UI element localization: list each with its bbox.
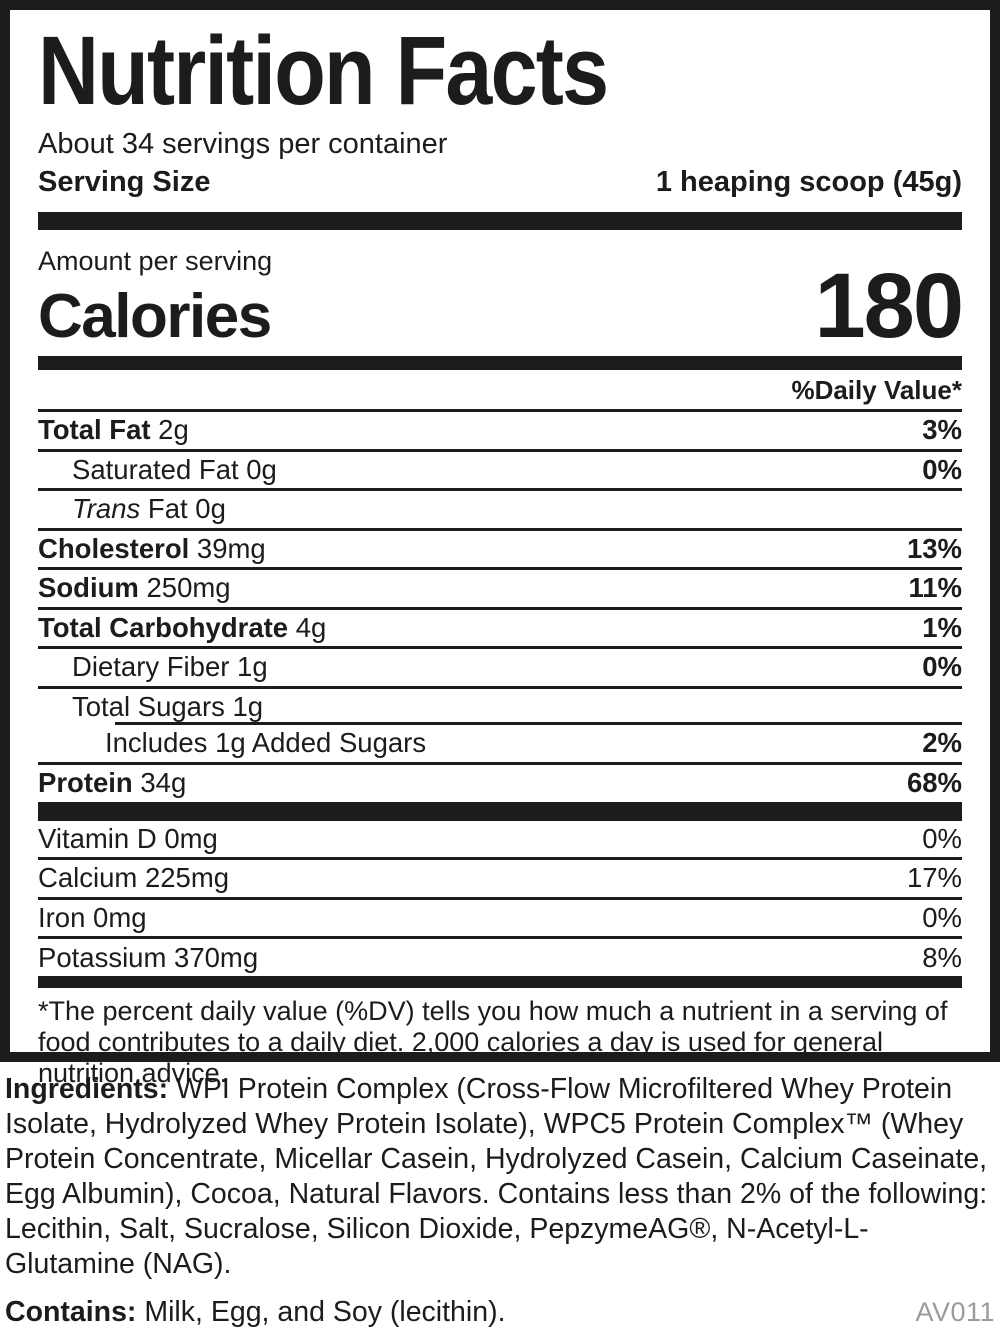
contains-row: Contains: Milk, Egg, and Soy (lecithin).… [0, 1295, 1000, 1330]
nutrient-amount: 2g [150, 414, 189, 446]
nutrient-daily-value: 17% [906, 862, 962, 894]
nutrient-amount: 0g [238, 453, 277, 485]
nutrition-facts-title: Nutrition Facts [38, 16, 609, 125]
nutrient-name: Dietary Fiber 1g [72, 651, 268, 683]
nutrient-name: Trans Fat 0g [72, 493, 226, 525]
contains-heading: Contains: [5, 1296, 137, 1328]
nutrient-row: Total Fat 2g 3% [38, 412, 962, 452]
nutrient-amount: 0mg [156, 822, 218, 854]
nutrient-row: Total Sugars 1g [38, 689, 962, 726]
nutrient-row: Protein 34g 68% [38, 765, 962, 802]
nutrient-daily-value: 2% [922, 727, 962, 759]
nutrient-daily-value: 3% [922, 414, 962, 446]
nutrient-row: Dietary Fiber 1g 0% [38, 649, 962, 689]
nutrient-row: Includes 1g Added Sugars 2% [38, 725, 962, 765]
nutrient-row: Vitamin D 0mg 0% [38, 821, 962, 861]
nutrient-daily-value: 0% [922, 822, 962, 854]
nutrient-row: Sodium 250mg 11% [38, 570, 962, 610]
servings-per-container: About 34 servings per container [38, 128, 448, 160]
contains-text: Milk, Egg, and Soy (lecithin). [136, 1296, 506, 1328]
nutrient-daily-value: 8% [922, 941, 962, 973]
nutrient-name: Includes 1g Added Sugars [105, 727, 427, 759]
nutrient-amount: 225mg [137, 862, 230, 894]
nutrient-rows: Total Fat 2g 3% Saturated Fat 0g 0% Trans Fa… [38, 412, 962, 802]
contains-statement: Contains: Milk, Egg, and Soy (lecithin). [5, 1295, 506, 1330]
serving-size-value: 1 heaping scoop (45g) [655, 166, 962, 198]
nutrient-daily-value: 1% [922, 611, 962, 643]
nutrient-amount: 0g [187, 493, 226, 525]
ingredients-text: WPI Protein Complex (Cross-Flow Microfil… [5, 1073, 988, 1280]
nutrient-name: Vitamin D 0mg [38, 822, 218, 854]
nutrient-daily-value: 0% [922, 453, 962, 485]
nutrient-row: Saturated Fat 0g 0% [38, 452, 962, 492]
amount-per-serving-label: Amount per serving [38, 246, 273, 276]
nutrient-row: Calcium 225mg 17% [38, 860, 962, 900]
nutrient-amount: 370mg [166, 941, 259, 973]
nutrient-amount: 250mg [138, 572, 231, 604]
nutrient-name: Total Fat 2g [38, 414, 189, 446]
nutrient-name: Sodium 250mg [38, 572, 231, 604]
calories-value: 180 [814, 255, 964, 357]
divider-bar-footnote [38, 976, 962, 989]
daily-value-footnote: *The percent daily value (%DV) tells you… [38, 996, 948, 1089]
footer-code: AV011 [915, 1297, 995, 1327]
nutrient-amount: 34g [132, 767, 187, 799]
ingredients-heading: Ingredients: [5, 1073, 169, 1105]
daily-value-header: %Daily Value* [38, 370, 962, 413]
divider-bar-protein [38, 801, 962, 821]
serving-size-row: Serving Size 1 heaping scoop (45g) [38, 165, 962, 199]
nutrient-name: Cholesterol 39mg [38, 532, 266, 564]
nutrient-row: Total Carbohydrate 4g 1% [38, 610, 962, 650]
micronutrient-rows: Vitamin D 0mg 0% Calcium 225mg 17% Iron 0mg 0… [38, 821, 962, 977]
nutrient-row: Iron 0mg 0% [38, 900, 962, 940]
calories-row: Calories 180 [38, 255, 964, 357]
nutrient-row: Cholesterol 39mg 13% [38, 531, 962, 571]
nutrient-name: Potassium 370mg [38, 941, 259, 973]
nutrient-name: Saturated Fat 0g [72, 453, 277, 485]
nutrient-amount: 4g [288, 611, 327, 643]
nutrient-amount: 0mg [85, 901, 147, 933]
calories-label: Calories [38, 282, 272, 351]
nutrient-name: Total Sugars 1g [72, 690, 264, 722]
nutrient-daily-value: 11% [908, 572, 962, 604]
nutrient-daily-value: 0% [922, 651, 962, 683]
nutrient-name: Calcium 225mg [38, 862, 230, 894]
nutrient-row: Potassium 370mg 8% [38, 939, 962, 976]
nutrient-daily-value: 68% [906, 767, 962, 799]
nutrient-name: Protein 34g [38, 767, 187, 799]
nutrient-daily-value: 0% [922, 901, 962, 933]
nutrition-facts-panel: Nutrition Facts About 34 servings per co… [0, 0, 1000, 1088]
divider-bar-medium [38, 356, 962, 371]
divider-bar-thick [38, 212, 962, 230]
serving-size-label: Serving Size [38, 166, 211, 198]
nutrient-amount: 39mg [189, 532, 266, 564]
ingredients-paragraph: Ingredients: WPI Protein Complex (Cross-… [0, 1062, 1000, 1282]
nutrient-amount: 1g [224, 690, 264, 722]
nutrient-row: Trans Fat 0g [38, 491, 962, 531]
nutrient-name: Total Carbohydrate 4g [38, 611, 327, 643]
nutrient-daily-value: 13% [906, 532, 962, 564]
nutrient-amount: 1g [229, 651, 268, 683]
nutrient-name: Iron 0mg [38, 901, 147, 933]
